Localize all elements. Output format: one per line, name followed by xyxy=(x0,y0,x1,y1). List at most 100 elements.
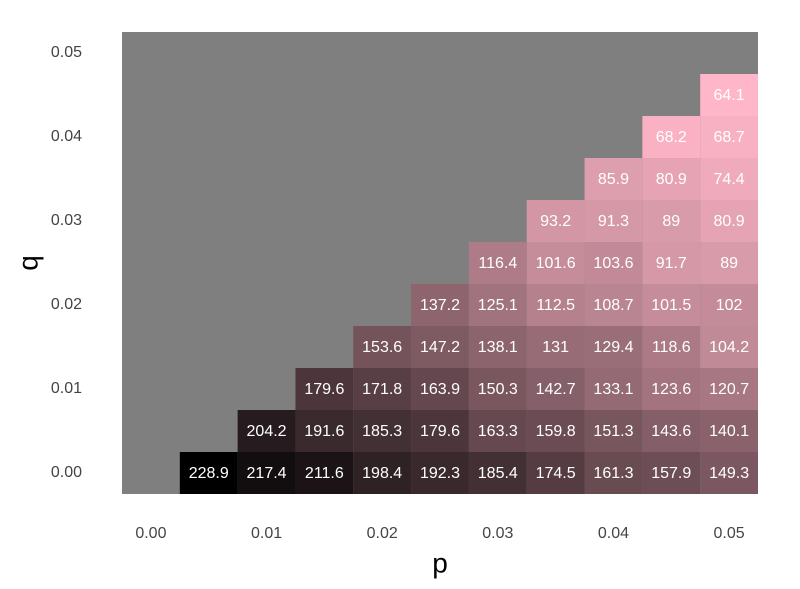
cell-label: 163.3 xyxy=(478,423,518,440)
heatmap-cell xyxy=(526,326,585,368)
cell-label: 153.6 xyxy=(362,339,402,356)
cell-label: 204.2 xyxy=(247,423,287,440)
x-tick-label: 0.04 xyxy=(598,525,629,542)
cell-label: 101.5 xyxy=(651,297,691,314)
heatmap-cell xyxy=(642,284,701,326)
cell-label: 157.9 xyxy=(651,465,691,482)
heatmap-cell xyxy=(353,326,412,368)
cell-label: 80.9 xyxy=(714,213,745,230)
cell-label: 120.7 xyxy=(709,381,749,398)
cell-label: 101.6 xyxy=(536,255,576,272)
heatmap-cell xyxy=(584,200,643,242)
cell-label: 102 xyxy=(716,297,743,314)
heatmap-cell xyxy=(642,326,701,368)
heatmap-cell xyxy=(468,284,527,326)
heatmap-cell xyxy=(526,368,585,410)
cell-label: 147.2 xyxy=(420,339,460,356)
heatmap-cell xyxy=(411,368,469,410)
cell-label: 138.1 xyxy=(478,339,518,356)
cell-label: 185.4 xyxy=(478,465,518,482)
cell-label: 68.2 xyxy=(656,129,687,146)
cell-label: 171.8 xyxy=(362,381,402,398)
heatmap-cell xyxy=(295,410,354,452)
cell-label: 228.9 xyxy=(189,465,229,482)
y-tick-label: 0.03 xyxy=(51,212,82,229)
cell-label: 137.2 xyxy=(420,297,460,314)
cell-label: 118.6 xyxy=(652,339,691,356)
cell-label: 85.9 xyxy=(598,171,629,188)
cell-label: 161.3 xyxy=(593,465,633,482)
cell-label: 116.4 xyxy=(478,255,517,272)
heatmap-cell xyxy=(700,242,758,284)
cell-label: 211.6 xyxy=(305,465,344,482)
cell-label: 140.1 xyxy=(709,423,749,440)
heatmap-cell xyxy=(642,242,701,284)
heatmap-cell xyxy=(584,452,643,494)
x-axis-title: p xyxy=(432,547,448,578)
heatmap-cell xyxy=(295,368,354,410)
x-tick-label: 0.03 xyxy=(482,525,513,542)
x-tick-label: 0.01 xyxy=(251,525,282,542)
heatmap-cell xyxy=(526,452,585,494)
heatmap-cell xyxy=(700,410,758,452)
heatmap-cell xyxy=(179,452,238,494)
heatmap-cell xyxy=(642,200,701,242)
cell-label: 159.8 xyxy=(536,423,576,440)
cell-label: 129.4 xyxy=(593,339,633,356)
cell-label: 125.1 xyxy=(478,297,518,314)
heatmap-cell xyxy=(584,242,643,284)
heatmap-cell xyxy=(700,116,758,158)
cell-label: 149.3 xyxy=(709,465,749,482)
heatmap-cell xyxy=(526,284,585,326)
heatmap-cell xyxy=(411,284,469,326)
heatmap-cell xyxy=(353,410,412,452)
heatmap-cell xyxy=(468,368,527,410)
heatmap-cell xyxy=(642,116,701,158)
heatmap-cell xyxy=(700,368,758,410)
cell-label: 151.3 xyxy=(593,423,633,440)
heatmap-cell xyxy=(526,410,585,452)
cell-label: 179.6 xyxy=(304,381,344,398)
heatmap-cell xyxy=(642,452,701,494)
heatmap-cell xyxy=(526,200,585,242)
cell-label: 150.3 xyxy=(478,381,518,398)
heatmap-cell xyxy=(584,410,643,452)
cell-label: 163.9 xyxy=(420,381,460,398)
cell-label: 103.6 xyxy=(593,255,633,272)
cell-label: 74.4 xyxy=(714,171,745,188)
cell-label: 93.2 xyxy=(540,213,571,230)
heatmap-cell xyxy=(295,452,354,494)
heatmap-cell xyxy=(526,242,585,284)
x-tick-label: 0.05 xyxy=(714,525,745,542)
heatmap-cell xyxy=(700,326,758,368)
heatmap-cell xyxy=(642,410,701,452)
cell-label: 133.1 xyxy=(593,381,633,398)
heatmap-cell xyxy=(411,410,469,452)
cell-label: 174.5 xyxy=(536,465,576,482)
heatmap-cell xyxy=(700,158,758,200)
heatmap-cell xyxy=(353,368,412,410)
cell-label: 191.6 xyxy=(304,423,344,440)
heatmap-cell xyxy=(237,410,296,452)
cell-label: 123.6 xyxy=(651,381,691,398)
heatmap-cell xyxy=(584,158,643,200)
y-tick-label: 0.04 xyxy=(51,128,82,145)
heatmap-cell xyxy=(584,284,643,326)
heatmap-cell xyxy=(700,200,758,242)
heatmap-cell xyxy=(642,158,701,200)
cell-label: 192.3 xyxy=(420,465,460,482)
y-tick-label: 0.00 xyxy=(51,464,82,481)
cell-label: 198.4 xyxy=(362,465,402,482)
x-tick-label: 0.00 xyxy=(135,525,166,542)
cell-label: 91.3 xyxy=(598,213,629,230)
heatmap-cell xyxy=(468,410,527,452)
heatmap-cell xyxy=(700,74,758,116)
cell-label: 142.7 xyxy=(536,381,576,398)
cell-label: 91.7 xyxy=(656,255,687,272)
heatmap-cell xyxy=(353,452,412,494)
cell-label: 112.5 xyxy=(536,297,575,314)
cell-label: 89 xyxy=(720,255,738,272)
cell-label: 179.6 xyxy=(420,423,460,440)
